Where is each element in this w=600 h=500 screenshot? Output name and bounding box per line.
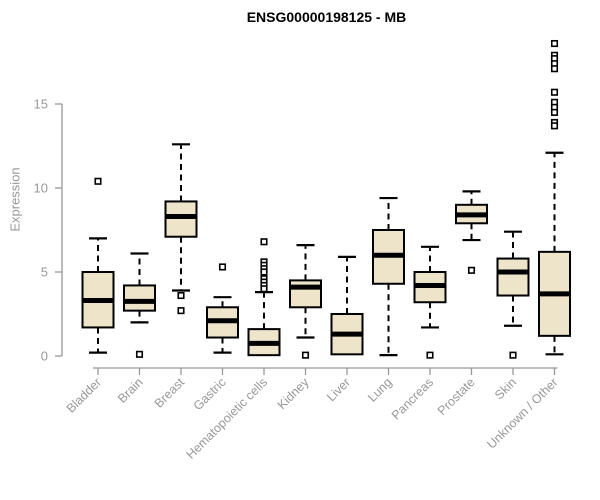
outlier-point-bladder: [94, 177, 102, 185]
chart-title: ENSG00000198125 - MB: [246, 9, 407, 25]
outlier-point-unknown-other: [550, 88, 559, 96]
outlier-point-pancreas: [426, 351, 434, 359]
outlier-point-unknown-other: [550, 65, 559, 73]
box-brain: [123, 284, 156, 312]
outlier-point-unknown-other: [550, 108, 559, 116]
y-tick-label: 0: [41, 349, 48, 364]
outlier-point-prostate: [467, 266, 476, 274]
x-tick-label-prostate: Prostate: [435, 375, 478, 418]
outlier-point-gastric: [218, 263, 227, 271]
x-tick-label-lung: Lung: [365, 375, 395, 405]
outlier-point-breast: [177, 307, 185, 315]
outlier-point-kidney: [301, 351, 310, 359]
outlier-point-hematopoietic-cells: [260, 238, 268, 246]
y-tick-label: 10: [34, 181, 48, 196]
box-breast: [164, 200, 198, 238]
outlier-point-breast: [177, 291, 185, 300]
y-tick-label: 15: [34, 97, 48, 112]
box-skin: [496, 257, 530, 297]
outlier-point-hematopoietic-cells: [260, 268, 268, 276]
x-tick-label-kidney: Kidney: [275, 375, 312, 412]
box-kidney: [289, 279, 322, 309]
outlier-point-unknown-other: [550, 122, 559, 130]
x-tick-label-unknown-other: Unknown / Other: [484, 375, 560, 451]
x-tick-label-liver: Liver: [324, 375, 353, 404]
x-tick-label-hematopoietic-cells: Hematopoietic cells: [184, 375, 271, 462]
outlier-point-brain: [135, 350, 144, 358]
x-tick-label-pancreas: Pancreas: [389, 375, 436, 422]
x-tick-label-brain: Brain: [115, 375, 146, 406]
outlier-point-skin: [509, 351, 517, 359]
x-tick-label-breast: Breast: [152, 375, 188, 411]
x-tick-label-gastric: Gastric: [191, 375, 229, 413]
x-tick-label-bladder: Bladder: [64, 375, 104, 415]
x-tick-label-skin: Skin: [492, 375, 519, 402]
y-tick-label: 5: [41, 265, 48, 280]
outlier-point-hematopoietic-cells: [260, 285, 268, 293]
outlier-point-unknown-other: [550, 39, 559, 48]
